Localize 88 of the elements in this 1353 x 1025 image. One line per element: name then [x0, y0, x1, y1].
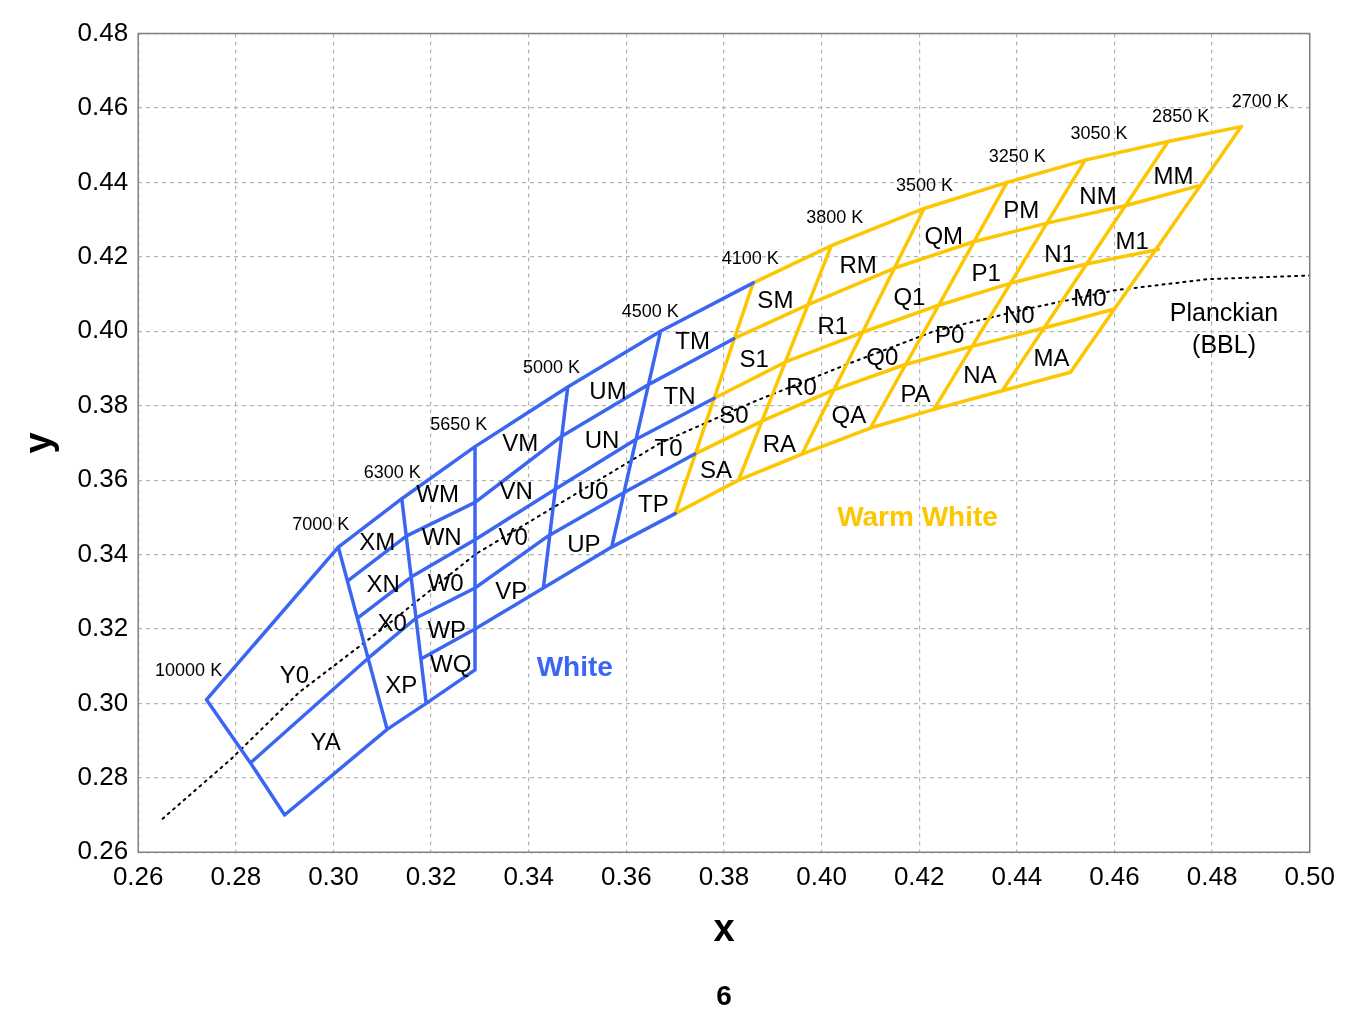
annotation: PA: [900, 380, 931, 408]
annotation: TP: [638, 489, 669, 517]
annotation: VN: [499, 477, 533, 505]
x-tick-label: 0.30: [308, 860, 359, 891]
x-tick-label: 0.48: [1186, 860, 1238, 891]
annotation: 3250 K: [988, 145, 1046, 166]
annotation: U0: [577, 477, 609, 505]
annotation: XN: [366, 569, 400, 597]
annotation: Q0: [866, 342, 899, 370]
y-tick-label: 0.38: [77, 388, 129, 419]
annotation: WQ: [430, 650, 472, 678]
x-tick-label: 0.42: [893, 860, 945, 891]
annotation: MM: [1153, 162, 1194, 190]
annotation: P1: [971, 259, 1001, 287]
x-axis-title: x: [713, 906, 735, 949]
series-label: Planckian (BBL): [1169, 297, 1279, 358]
annotation: 2850 K: [1152, 105, 1210, 126]
annotation: 3050 K: [1070, 122, 1128, 143]
annotation: M0: [1073, 284, 1107, 312]
annotation: QA: [831, 400, 867, 428]
annotation: R0: [786, 372, 817, 400]
annotation: 7000 K: [292, 513, 350, 534]
annotation: MA: [1033, 343, 1070, 371]
annotation: Y0: [279, 660, 310, 688]
annotation: M1: [1115, 226, 1149, 254]
annotation: 2700 K: [1231, 91, 1289, 112]
annotation: SM: [757, 286, 794, 314]
annotation: TN: [663, 382, 696, 410]
annotation: T0: [654, 434, 683, 462]
annotation: 6300 K: [363, 461, 421, 482]
annotation: YA: [310, 728, 341, 756]
y-tick-label: 0.34: [77, 537, 129, 568]
y-tick-label: 0.44: [77, 165, 129, 196]
annotation: UP: [567, 530, 601, 558]
annotation: VP: [495, 577, 528, 605]
x-tick-label: 0.44: [991, 860, 1043, 891]
annotation: UN: [584, 425, 620, 453]
annotation: 3800 K: [806, 207, 864, 228]
x-tick-label: 0.32: [405, 860, 457, 891]
annotation: WN: [421, 522, 462, 550]
y-tick-label: 0.40: [77, 314, 129, 345]
x-tick-label: 0.40: [796, 860, 847, 891]
annotation: 5000 K: [523, 357, 581, 378]
annotation: WM: [416, 480, 459, 508]
annotation: TM: [675, 326, 711, 354]
annotation: VM: [502, 429, 539, 457]
annotation: NA: [963, 361, 997, 389]
annotation: 4100 K: [721, 247, 779, 268]
annotation: PM: [1003, 195, 1040, 223]
y-tick-label: 0.42: [77, 240, 129, 271]
x-tick-label: 0.50: [1284, 860, 1335, 891]
annotation: P0: [935, 320, 965, 348]
annotation: N1: [1044, 240, 1076, 268]
series-label: White: [536, 651, 613, 683]
y-tick-label: 0.46: [77, 91, 129, 122]
annotation: 3500 K: [896, 174, 954, 195]
y-tick-label: 0.36: [77, 463, 129, 494]
annotation: SA: [699, 456, 732, 484]
x-tick-label: 0.36: [601, 860, 652, 891]
y-tick-label: 0.28: [77, 760, 129, 791]
annotation: XP: [385, 671, 418, 699]
text: Warm White: [837, 501, 998, 533]
x-tick-label: 0.38: [698, 860, 750, 891]
annotation: 4500 K: [621, 301, 679, 321]
y-axis-title: y: [17, 432, 60, 454]
x-tick-label: 0.46: [1089, 860, 1140, 891]
annotation: W0: [427, 568, 464, 596]
annotation: N0: [1004, 300, 1035, 328]
annotation: NM: [1079, 181, 1117, 209]
annotation: S0: [719, 400, 749, 428]
annotation: RM: [839, 250, 877, 278]
annotation: UM: [589, 376, 627, 404]
y-tick-label: 0.48: [77, 16, 129, 47]
annotation: 5650 K: [430, 413, 488, 434]
annotation: QM: [924, 221, 964, 249]
annotation: XM: [359, 528, 396, 556]
x-tick-label: 0.34: [503, 860, 555, 891]
y-tick-label: 0.32: [77, 612, 129, 643]
annotation: S1: [739, 344, 769, 372]
annotation: Q1: [893, 283, 926, 311]
annotation: RA: [762, 430, 797, 458]
x-tick-label: 0.28: [210, 860, 262, 891]
annotation: 10000 K: [155, 659, 223, 680]
annotation: V0: [498, 522, 528, 550]
y-tick-label: 0.30: [77, 686, 129, 717]
annotation: WP: [427, 615, 467, 643]
annotation: R1: [817, 312, 849, 340]
text: 6: [716, 979, 732, 1011]
